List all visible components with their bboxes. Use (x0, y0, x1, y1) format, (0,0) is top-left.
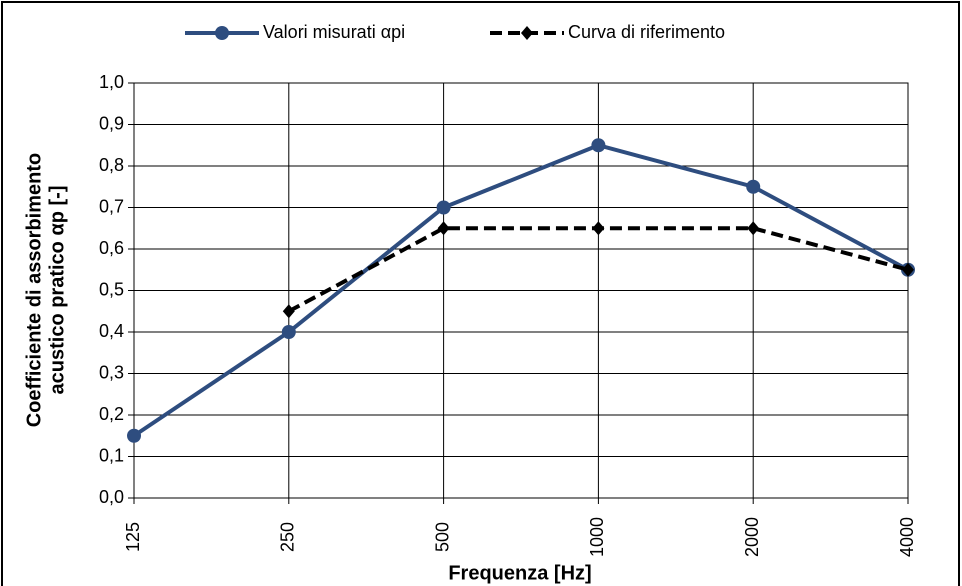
y-tick-label: 0,7 (99, 196, 124, 216)
point (591, 138, 606, 153)
legend-marker (521, 26, 533, 40)
plot-frame (133, 82, 909, 499)
series-line (132, 143, 909, 438)
point (437, 221, 450, 236)
y-tick-label: 0,6 (99, 238, 124, 258)
point (747, 221, 760, 236)
y-tick-label: 0,4 (99, 321, 124, 341)
legend-label: Valori misurati αpi (263, 22, 405, 42)
y-axis-title: acustico pratico αp [-] (46, 186, 68, 395)
point (282, 304, 295, 319)
point (436, 200, 451, 215)
y-tick-label: 0,3 (99, 362, 124, 382)
point (281, 325, 296, 339)
point (746, 179, 761, 194)
x-axis-title: Frequenza [Hz] (448, 562, 591, 584)
x-tick-label: 250 (278, 522, 298, 552)
y-tick-label: 1,0 (99, 72, 124, 92)
point (902, 262, 914, 277)
point (127, 428, 141, 443)
y-tick-label: 0,9 (99, 113, 124, 133)
point (592, 221, 605, 236)
y-tick-label: 0,5 (99, 279, 124, 299)
y-tick-label: 0,0 (99, 487, 124, 507)
y-tick-label: 0,2 (99, 404, 124, 424)
y-axis-title: Coefficiente di assorbimento (23, 153, 45, 428)
x-tick-label: 125 (123, 522, 143, 552)
x-tick-label: 2000 (742, 517, 762, 557)
x-tick-label: 1000 (587, 517, 607, 557)
y-tick-label: 0,8 (99, 155, 124, 175)
legend-label: Curva di riferimento (568, 22, 725, 42)
x-tick-label: 4000 (897, 517, 917, 557)
y-tick-label: 0,1 (99, 445, 124, 465)
legend-marker (215, 26, 229, 40)
x-tick-label: 500 (432, 522, 452, 552)
